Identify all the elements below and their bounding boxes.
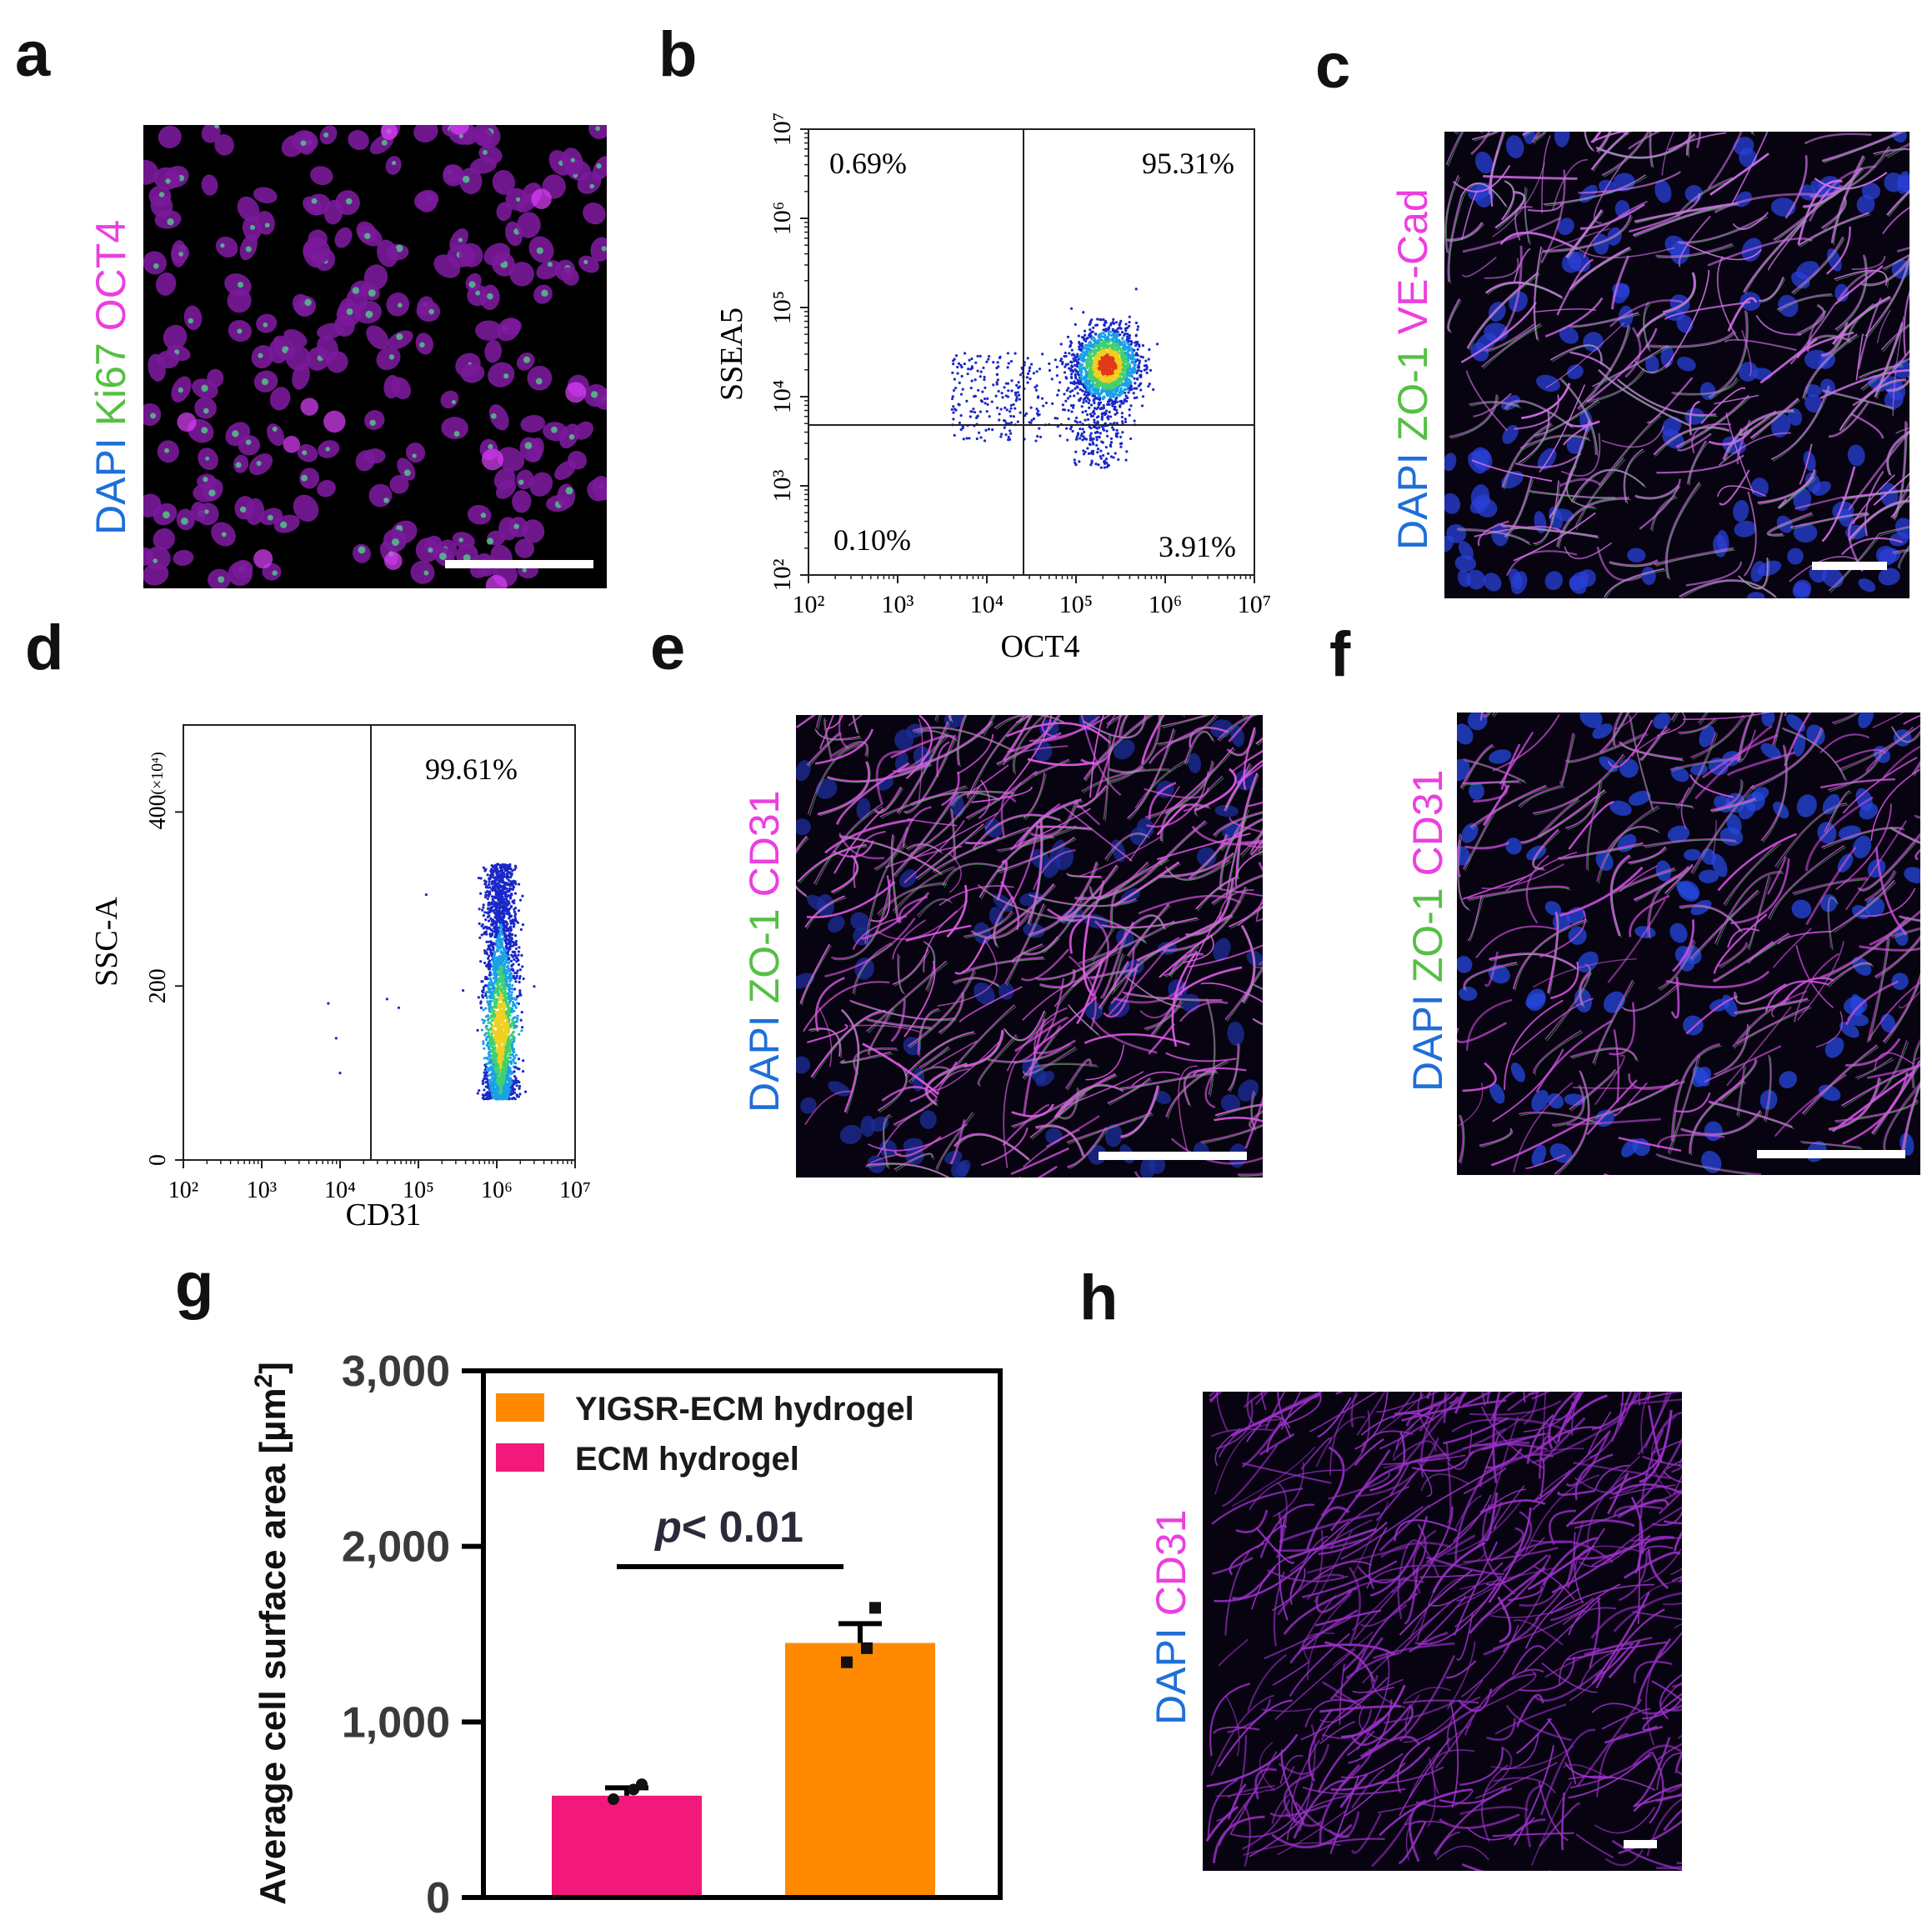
panel-label-g: g <box>175 1250 214 1321</box>
panel-label-a: a <box>15 19 51 90</box>
panel-label-e: e <box>650 612 686 683</box>
data-point <box>841 1656 853 1668</box>
micrograph-f <box>1457 712 1920 1175</box>
y-tick-label: 1,000 <box>342 1698 450 1747</box>
stain-zo1: ZO-1 <box>741 908 788 1004</box>
bar-chart-g: 0 1,000 2,000 3,000 YIGSR-ECM hydrogel ECM … <box>250 1348 1003 1917</box>
panel-label-f: f <box>1329 619 1351 690</box>
bar-0 <box>552 1795 702 1898</box>
micrograph-h <box>1203 1392 1682 1871</box>
panel-label-d: d <box>25 612 64 683</box>
data-point <box>869 1602 881 1614</box>
stain-vecad: VE-Cad <box>1389 188 1436 335</box>
svg-text:10⁴: 10⁴ <box>768 380 796 413</box>
p-threshold: < 0.01 <box>682 1503 803 1552</box>
stain-cd31: CD31 <box>1148 1509 1194 1617</box>
y-tick-label: 0 <box>426 1874 450 1917</box>
svg-text:10²: 10² <box>768 559 796 592</box>
svg-text:10⁵: 10⁵ <box>1059 591 1093 618</box>
gate-value-d: 99.61% <box>425 752 518 786</box>
legend-swatch-ecm <box>496 1443 544 1472</box>
data-point <box>608 1793 619 1806</box>
x-axis-label-b: OCT4 <box>1001 629 1080 664</box>
data-point <box>636 1778 648 1791</box>
quadrant-upper-right: 95.31% <box>1142 147 1234 180</box>
y-axis-label-b: SSEA5 <box>714 308 749 401</box>
stain-dapi: DAPI <box>1389 452 1436 550</box>
stain-label-f: DAPI ZO-1 CD31 <box>1404 758 1451 1092</box>
scale-bar-h <box>1624 1840 1657 1848</box>
legend-swatch-yigsr <box>496 1393 544 1422</box>
scale-bar-e <box>1099 1152 1247 1160</box>
bar-1 <box>785 1642 935 1898</box>
stain-cd31: CD31 <box>1404 769 1451 877</box>
svg-text:10³: 10³ <box>882 591 914 618</box>
scale-bar-f <box>1757 1150 1905 1158</box>
stain-label-h: DAPI CD31 <box>1148 1498 1194 1725</box>
stain-dapi: DAPI <box>741 1015 788 1112</box>
legend-label-yigsr: YIGSR-ECM hydrogel <box>575 1391 914 1428</box>
panel-label-h: h <box>1079 1262 1119 1333</box>
quadrant-lower-left: 0.10% <box>833 523 911 557</box>
micrograph-a <box>143 125 607 588</box>
svg-text:10⁷: 10⁷ <box>1238 591 1271 618</box>
svg-text:10⁴: 10⁴ <box>970 591 1004 618</box>
stain-dapi: DAPI <box>1404 994 1451 1092</box>
data-point <box>628 1783 639 1796</box>
svg-text:10⁵: 10⁵ <box>768 291 796 324</box>
stain-dapi: DAPI <box>88 438 134 535</box>
scale-bar-c <box>1812 562 1887 570</box>
svg-text:10²: 10² <box>793 591 825 618</box>
p-symbol: p <box>653 1503 682 1552</box>
stain-oct4: OCT4 <box>88 219 134 332</box>
svg-text:10⁶: 10⁶ <box>768 202 796 235</box>
p-value-annotation: p< 0.01 <box>653 1503 803 1552</box>
stain-dapi: DAPI <box>1148 1628 1194 1725</box>
panel-label-c: c <box>1315 31 1351 102</box>
y-tick-label: 2,000 <box>342 1523 450 1572</box>
stain-label-a: DAPI Ki67 OCT4 <box>88 208 134 535</box>
svg-text:10⁷: 10⁷ <box>768 112 796 146</box>
y-tick-label: 3,000 <box>342 1348 450 1396</box>
quadrant-upper-left: 0.69% <box>829 147 907 180</box>
stain-zo1: ZO-1 <box>1389 346 1436 442</box>
svg-text:10³: 10³ <box>768 470 796 502</box>
y-multiplier-d: (×10⁴) <box>148 752 167 795</box>
y-axis-label-g: Average cell surface area [µm2] <box>250 1362 293 1905</box>
stain-label-e: DAPI ZO-1 CD31 <box>741 779 788 1112</box>
x-axis-label-d: CD31 <box>346 1198 422 1232</box>
legend-label-ecm: ECM hydrogel <box>575 1441 799 1478</box>
stain-ki67: Ki67 <box>88 342 134 427</box>
stain-label-c: DAPI ZO-1 VE-Cad <box>1389 177 1436 550</box>
micrograph-c <box>1444 132 1909 598</box>
quadrant-lower-right: 3.91% <box>1159 530 1236 563</box>
micrograph-e <box>796 715 1263 1178</box>
panel-label-b: b <box>658 19 698 90</box>
scale-bar-a <box>445 560 593 568</box>
svg-text:10⁶: 10⁶ <box>1149 591 1182 618</box>
stain-cd31: CD31 <box>741 790 788 898</box>
data-point <box>861 1642 873 1654</box>
y-axis-label-d: SSC-A <box>89 897 124 987</box>
stain-zo1: ZO-1 <box>1404 888 1451 983</box>
